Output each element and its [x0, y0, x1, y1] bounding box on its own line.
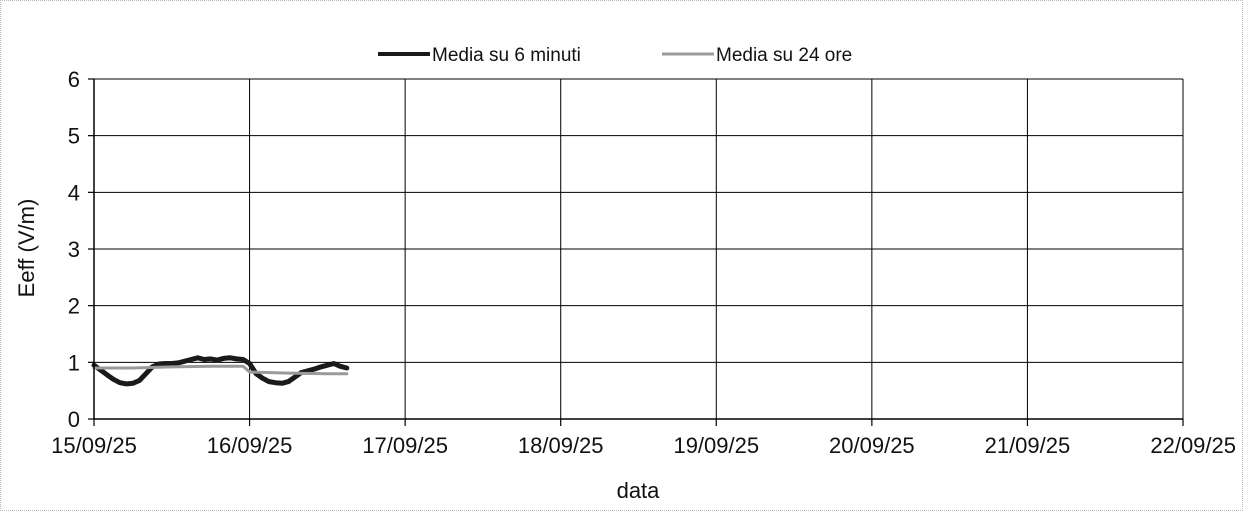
- legend-label-24h: Media su 24 ore: [716, 45, 852, 66]
- y-tick-label: 1: [68, 350, 80, 375]
- legend-label-6min: Media su 6 minuti: [432, 45, 581, 66]
- x-tick-label: 21/09/25: [985, 433, 1071, 458]
- y-tick-label: 0: [68, 407, 80, 432]
- x-tick-label: 18/09/25: [518, 433, 604, 458]
- series-lines: [91, 355, 350, 387]
- x-tick-label: 15/09/25: [51, 433, 137, 458]
- x-tick-label: 16/09/25: [207, 433, 293, 458]
- x-tick-label: 19/09/25: [673, 433, 759, 458]
- x-axis-ticks: 15/09/25 16/09/25 17/09/25 18/09/25 19/09/25…: [51, 419, 1236, 458]
- y-tick-label: 5: [68, 124, 80, 149]
- legend: Media su 6 minuti Media su 24 ore: [378, 45, 852, 66]
- y-tick-label: 3: [68, 237, 80, 262]
- x-tick-label: 17/09/25: [362, 433, 448, 458]
- x-tick-label: 20/09/25: [829, 433, 915, 458]
- series-line-6min: [91, 355, 350, 387]
- x-tick-label: 22/09/25: [1150, 433, 1236, 458]
- y-tick-label: 6: [68, 67, 80, 92]
- y-tick-label: 4: [68, 180, 80, 205]
- series-line-24h: [92, 364, 349, 376]
- y-axis-ticks: 0 1 2 3 4 5 6: [68, 67, 94, 432]
- x-axis-title: data: [617, 478, 661, 503]
- y-axis-title: Eeff (V/m): [14, 199, 39, 298]
- y-tick-label: 2: [68, 294, 80, 319]
